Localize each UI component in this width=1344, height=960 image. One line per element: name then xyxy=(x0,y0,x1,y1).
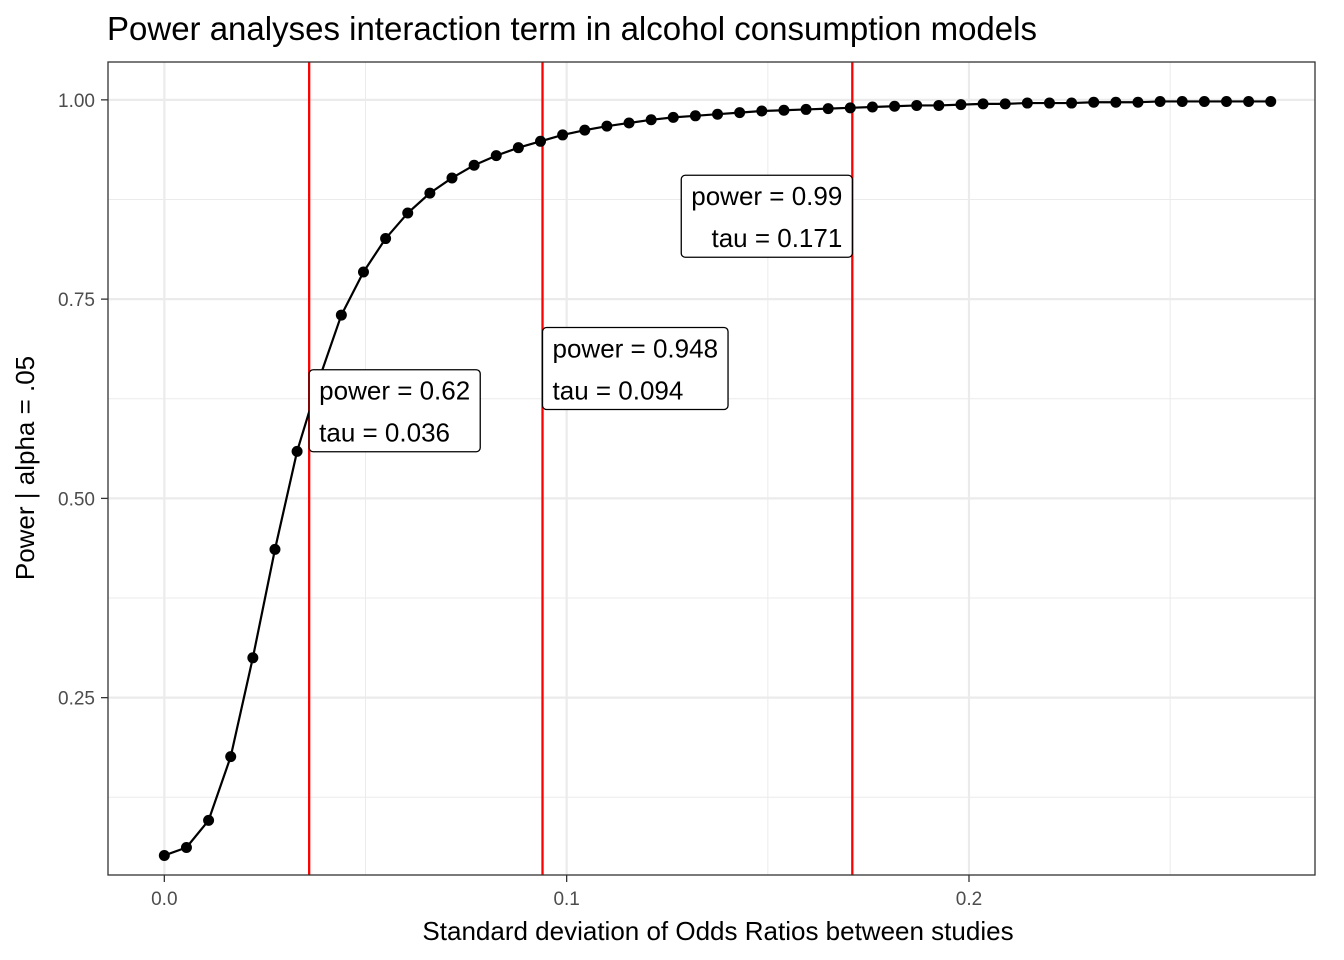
data-point xyxy=(512,142,524,154)
data-point xyxy=(844,102,856,114)
data-point xyxy=(689,110,701,122)
data-point xyxy=(645,114,657,126)
data-point xyxy=(291,445,303,457)
data-point xyxy=(933,99,945,111)
data-point xyxy=(1021,97,1033,109)
data-point xyxy=(225,751,237,763)
data-point xyxy=(889,100,901,112)
data-point xyxy=(1243,95,1255,107)
data-point xyxy=(667,111,679,123)
annotation-power-text: power = 0.948 xyxy=(553,333,719,363)
data-point xyxy=(977,98,989,110)
data-point xyxy=(579,124,591,136)
panel-border xyxy=(107,61,1316,876)
data-point xyxy=(402,207,414,219)
data-point xyxy=(1176,95,1188,107)
data-point xyxy=(623,117,635,129)
data-point xyxy=(1066,97,1078,109)
data-point xyxy=(446,172,458,184)
data-point xyxy=(866,101,878,113)
data-point xyxy=(601,120,613,132)
power-points xyxy=(158,95,1277,861)
data-point xyxy=(357,266,369,278)
y-tick-label: 0.75 xyxy=(58,290,95,311)
data-point xyxy=(712,108,724,120)
x-tick-label: 0.0 xyxy=(151,889,177,910)
data-point xyxy=(269,543,281,555)
data-point xyxy=(756,105,768,117)
data-point xyxy=(535,135,547,147)
y-axis: 0.25 0.50 0.75 1.00 xyxy=(58,91,108,710)
data-point xyxy=(468,159,480,171)
annotation-label: power = 0.62 tau = 0.036 xyxy=(308,369,481,453)
annotation-box xyxy=(680,174,853,258)
data-point xyxy=(800,103,812,115)
x-axis-title: Standard deviation of Odds Ratios betwee… xyxy=(422,916,1013,946)
data-point xyxy=(424,187,436,199)
annotation-label: power = 0.948 tau = 0.094 xyxy=(541,326,729,411)
x-axis: 0.0 0.1 0.2 xyxy=(151,875,982,910)
data-point xyxy=(1088,96,1100,108)
data-point xyxy=(247,652,259,664)
annotations: power = 0.62 tau = 0.036 power = 0.948 tau … xyxy=(308,174,853,453)
data-point xyxy=(1043,97,1055,109)
y-tick-label: 0.25 xyxy=(58,689,95,710)
data-point xyxy=(1220,95,1232,107)
data-point xyxy=(822,103,834,115)
data-point xyxy=(158,849,170,861)
data-point xyxy=(1154,95,1166,107)
annotation-tau-text: tau = 0.171 xyxy=(711,223,842,253)
data-point xyxy=(778,104,790,116)
data-point xyxy=(180,842,192,854)
data-point xyxy=(557,129,569,141)
data-point xyxy=(490,150,502,162)
x-tick-label: 0.1 xyxy=(553,889,579,910)
y-tick-label: 1.00 xyxy=(58,91,95,112)
annotation-box xyxy=(308,369,481,453)
annotation-power-text: power = 0.99 xyxy=(691,181,842,211)
y-axis-title: Power | alpha = .05 xyxy=(10,356,40,580)
annotation-label: power = 0.99 tau = 0.171 xyxy=(680,174,853,258)
data-point xyxy=(955,99,967,111)
chart-title: Power analyses interaction term in alcoh… xyxy=(107,10,1037,47)
annotation-power-text: power = 0.62 xyxy=(319,376,470,406)
x-tick-label: 0.2 xyxy=(956,889,982,910)
data-point xyxy=(203,814,215,826)
data-point xyxy=(999,98,1011,110)
data-point xyxy=(1110,96,1122,108)
y-tick-label: 0.50 xyxy=(58,489,95,510)
data-point xyxy=(911,99,923,111)
data-point xyxy=(1132,96,1144,108)
annotation-tau-text: tau = 0.094 xyxy=(553,375,684,405)
data-point xyxy=(335,309,347,321)
annotation-box xyxy=(541,326,729,411)
annotation-tau-text: tau = 0.036 xyxy=(319,418,450,448)
data-point xyxy=(734,107,746,119)
data-point xyxy=(1198,95,1210,107)
data-point xyxy=(380,233,392,245)
data-point xyxy=(1265,95,1277,107)
